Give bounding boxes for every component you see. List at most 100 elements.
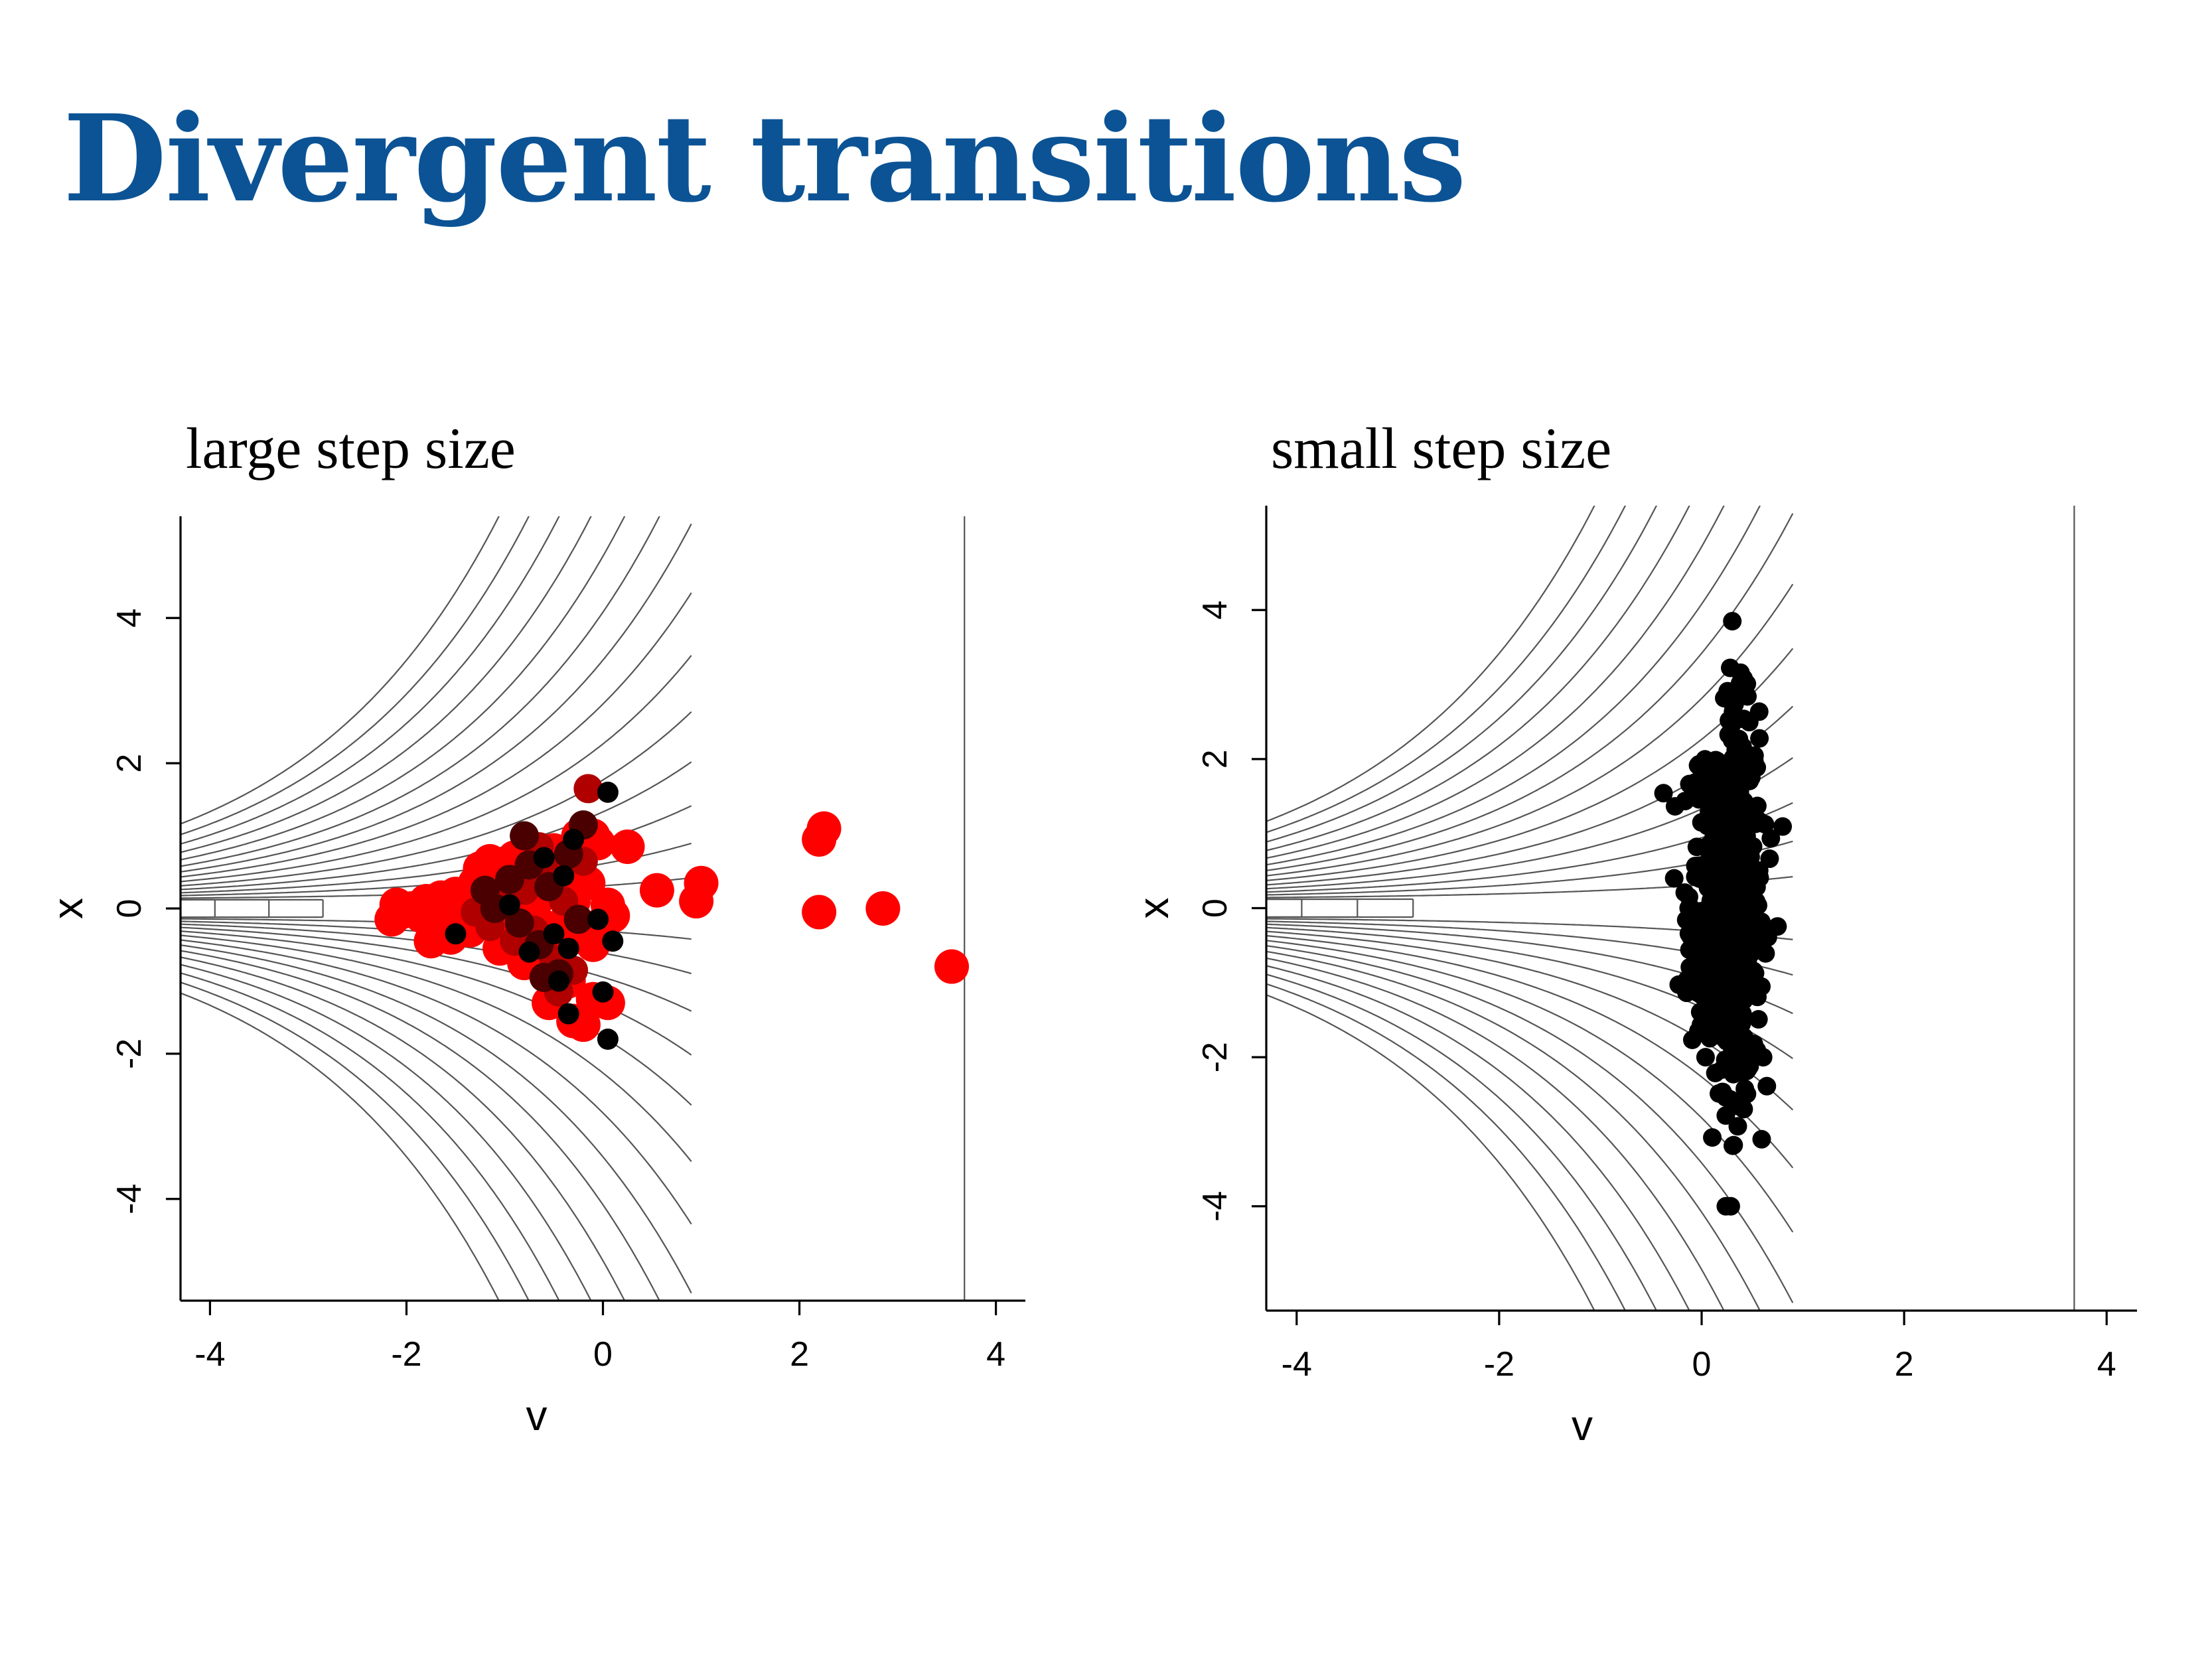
scatter-point — [1757, 1076, 1777, 1096]
x-tick-label: -4 — [194, 1335, 225, 1374]
contour-line — [181, 939, 692, 1225]
chart-small-step-size: small step size -4 -2 0 2 4 -4 -2 0 2 4 v x — [1130, 417, 2137, 1449]
contour-line — [1266, 506, 1627, 833]
scatter-point — [1750, 729, 1769, 748]
y-tick-label: -2 — [1196, 1042, 1234, 1072]
scatter-point — [548, 970, 569, 992]
y-tick-label: 4 — [1196, 601, 1234, 620]
contour-line — [181, 972, 560, 1301]
x-axis-label: v — [526, 1392, 548, 1439]
scatter-point — [1737, 1036, 1757, 1055]
scatter-point — [1712, 809, 1732, 828]
scatter-point — [1679, 924, 1698, 943]
contour-line — [181, 655, 692, 883]
scatter-point — [1752, 1129, 1771, 1149]
x-tick-label: -4 — [1282, 1345, 1312, 1384]
scatter-point — [1735, 1060, 1755, 1079]
scatter-point — [1703, 1128, 1722, 1147]
contour-line — [181, 516, 626, 861]
scatter-point — [504, 908, 534, 938]
scatter-point — [1704, 933, 1724, 952]
x-tick-label: -2 — [391, 1335, 421, 1374]
scatter-point — [563, 829, 585, 851]
contour-line — [181, 516, 500, 825]
scatter-point — [518, 941, 540, 963]
x-axis-label: v — [1572, 1402, 1593, 1449]
scatter-point — [1741, 768, 1761, 787]
y-axis-label: x — [1130, 898, 1177, 919]
contour-line — [181, 516, 592, 853]
contour-line — [181, 516, 660, 867]
contour-line — [1266, 983, 1627, 1311]
contour-line — [181, 981, 530, 1301]
contour-line — [1266, 583, 1794, 877]
scatter-point — [934, 949, 969, 984]
contour-line — [181, 592, 692, 878]
scatter-point — [1683, 959, 1702, 978]
y-tick-label: 0 — [110, 899, 149, 918]
contour-line — [1266, 934, 1794, 1169]
contour-line — [181, 523, 692, 873]
y-tick-label: -2 — [110, 1039, 149, 1069]
scatter-point — [587, 908, 609, 930]
contour-line — [181, 516, 530, 835]
scatter-point — [1698, 812, 1717, 831]
x-tick-label: -2 — [1484, 1345, 1514, 1384]
scatter-point — [597, 1029, 619, 1050]
scatter-point — [1728, 1117, 1747, 1136]
y-tick-label: 0 — [1196, 899, 1234, 918]
scatter-point — [1724, 1136, 1743, 1155]
scatter-point — [1654, 784, 1673, 803]
contour-line — [1266, 506, 1725, 859]
scatter-point — [1744, 867, 1763, 886]
scatter-point — [1749, 702, 1769, 721]
scatter-point — [802, 895, 837, 930]
y-tick-label: 4 — [110, 609, 149, 628]
scatter-point — [1713, 1082, 1732, 1102]
scatter-point — [470, 875, 500, 905]
scatter-point — [1696, 1048, 1715, 1067]
y-tick-label: 2 — [110, 754, 149, 773]
scatter-point — [1712, 896, 1731, 915]
contour-line — [181, 992, 500, 1301]
scatter-point — [533, 847, 555, 869]
contour-line — [181, 944, 692, 1294]
scatter-point — [1700, 1002, 1720, 1021]
contour-lines — [1266, 506, 2075, 1311]
contour-line — [1266, 513, 1794, 871]
contour-line — [1266, 945, 1794, 1303]
scatter-point — [557, 938, 579, 960]
panel-title: small step size — [1271, 417, 1611, 481]
contour-line — [181, 761, 692, 891]
scatter-points — [374, 774, 969, 1050]
contour-line — [1266, 506, 1690, 851]
contour-line — [1266, 994, 1595, 1311]
contour-line — [181, 950, 660, 1301]
contour-line — [1266, 957, 1725, 1311]
x-tick-label: 4 — [986, 1335, 1005, 1374]
scatter-point — [1714, 955, 1733, 974]
scatter-point — [592, 981, 614, 1003]
scatter-point — [553, 865, 575, 887]
scatter-point — [557, 1003, 579, 1025]
scatter-point — [602, 930, 624, 952]
x-tick-label: 2 — [790, 1335, 809, 1374]
scatter-point — [1721, 1196, 1740, 1216]
slide-title: Divergent transitions — [63, 89, 1466, 229]
contour-line — [1266, 648, 1794, 882]
contour-line — [1266, 757, 1793, 890]
scatter-point — [1665, 797, 1684, 816]
contour-line — [181, 899, 215, 918]
scatter-point — [1664, 869, 1684, 888]
scatter-point — [610, 829, 645, 864]
scatter-point — [1734, 669, 1753, 688]
contour-line — [181, 711, 692, 887]
contour-line — [1266, 950, 1761, 1311]
scatter-point — [1773, 817, 1793, 836]
scatter-point — [1722, 871, 1741, 891]
scatter-point — [510, 821, 540, 851]
scatter-point — [1688, 983, 1708, 1003]
scatter-point — [865, 891, 901, 926]
scatter-point — [1747, 812, 1766, 831]
